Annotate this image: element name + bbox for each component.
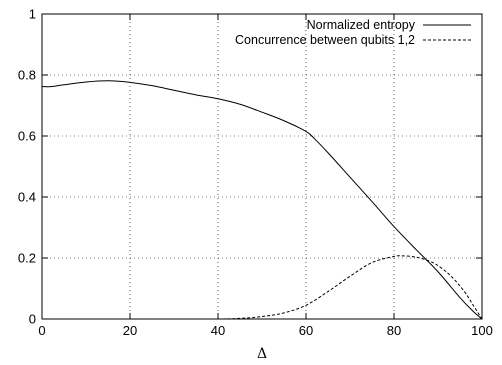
y-tick-label: 0 [29, 312, 36, 327]
y-tick-label: 0.4 [18, 190, 36, 205]
x-tick-label: 60 [299, 323, 313, 338]
plot-frame [41, 13, 483, 320]
x-tick-label: 100 [471, 323, 493, 338]
y-tick-label: 0.2 [18, 251, 36, 266]
series-line-1 [41, 80, 483, 320]
series-lines [41, 80, 483, 320]
y-tick-label: 0.8 [18, 68, 36, 83]
legend-label: Normalized entropy [307, 18, 416, 32]
axis-ticks: 0 20 40 60 80 100 0 0.2 0.4 0.6 0.8 1 [18, 7, 493, 339]
x-axis-title: Δ [257, 346, 267, 362]
x-tick-label: 40 [211, 323, 225, 338]
legend-label: Concurrence between qubits 1,2 [235, 33, 415, 47]
x-tick-label: 80 [387, 323, 401, 338]
y-tick-label: 1 [29, 7, 36, 22]
y-tick-label: 0.6 [18, 129, 36, 144]
grid-lines [42, 14, 482, 319]
x-tick-label: 0 [38, 323, 45, 338]
series-line-2 [187, 255, 483, 320]
x-tick-label: 20 [123, 323, 137, 338]
